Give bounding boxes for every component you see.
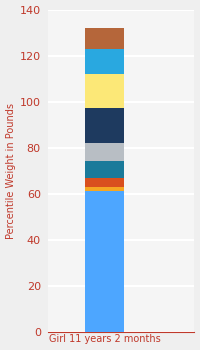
Y-axis label: Percentile Weight in Pounds: Percentile Weight in Pounds [6, 103, 16, 239]
Bar [85, 187, 124, 191]
Bar [85, 108, 124, 143]
Bar [85, 49, 124, 74]
Bar [85, 177, 124, 187]
Bar [85, 143, 124, 161]
Bar [85, 161, 124, 177]
Bar [85, 74, 124, 108]
Bar [85, 191, 124, 332]
Bar [85, 28, 124, 49]
